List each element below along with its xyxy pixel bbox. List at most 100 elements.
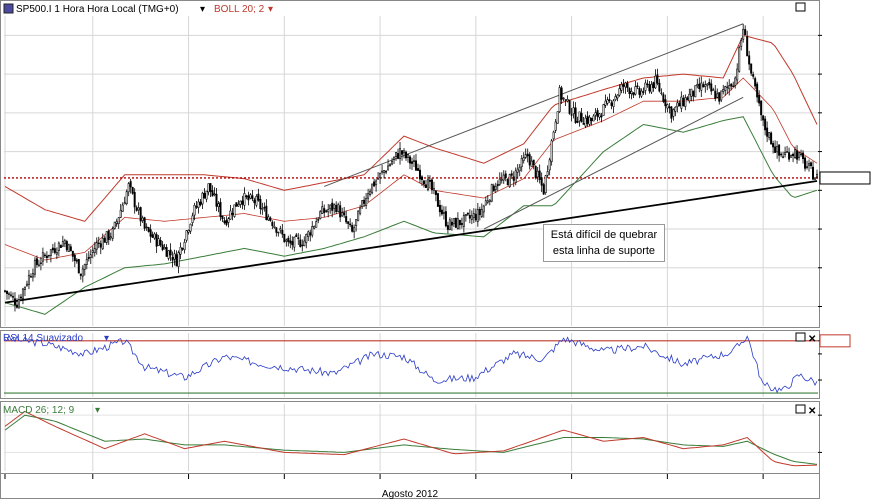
- candle-body: [31, 273, 34, 278]
- candle-body: [808, 163, 811, 166]
- candle-body: [542, 184, 545, 195]
- candle-body: [770, 132, 773, 145]
- candle-body: [660, 92, 663, 94]
- candle-body: [528, 154, 531, 166]
- candle-body: [630, 91, 633, 94]
- candle-body: [814, 177, 817, 180]
- candle-body: [438, 204, 441, 213]
- symbol-dropdown-icon[interactable]: ▾: [200, 4, 205, 15]
- candle-body: [333, 204, 336, 209]
- candle-body: [111, 228, 114, 239]
- candle-body: [546, 171, 549, 176]
- macd-panel-close-icon[interactable]: ✕: [808, 406, 816, 417]
- candle-body: [121, 204, 124, 212]
- rsi-label[interactable]: RSI 14 Suavizado: [3, 333, 83, 344]
- candle-body: [41, 252, 44, 262]
- macd-dropdown-icon[interactable]: ▾: [95, 405, 100, 416]
- rsi-level-box: [819, 334, 851, 348]
- candle-body: [47, 254, 50, 257]
- candle-body: [229, 210, 232, 220]
- candle-body: [341, 212, 344, 217]
- candle-body: [375, 180, 378, 186]
- candle-body: [115, 221, 118, 224]
- candle-body: [514, 170, 517, 183]
- candle-body: [105, 231, 108, 243]
- candle-body: [410, 161, 413, 164]
- candle-body: [187, 230, 190, 233]
- indicators: [4, 334, 818, 467]
- candle-body: [754, 78, 757, 87]
- overlay-dropdown-icon[interactable]: ▾: [268, 4, 273, 15]
- candle-body: [283, 233, 286, 243]
- candle-body: [173, 253, 176, 260]
- overlay-label[interactable]: BOLL 20; 2: [214, 4, 265, 15]
- candle-body: [45, 255, 48, 259]
- candle-body: [696, 84, 699, 87]
- candle-body: [383, 170, 386, 173]
- candle-body: [756, 83, 759, 98]
- rsi-panel-close-icon[interactable]: ✕: [808, 334, 816, 345]
- candle-body: [492, 185, 495, 192]
- symbol-header[interactable]: SP500.I 1 Hora Hora Local (TMG+0): [16, 4, 179, 15]
- candle-body: [758, 94, 761, 104]
- candle-body: [418, 169, 421, 180]
- candle-body: [442, 212, 445, 214]
- candle-body: [620, 84, 623, 91]
- macd-panel-maximize-icon[interactable]: [795, 404, 806, 414]
- candle-body: [133, 191, 136, 208]
- bollinger-upper-line: [4, 34, 818, 222]
- rsi-dropdown-icon[interactable]: ▾: [104, 333, 109, 344]
- candle-body: [558, 87, 561, 112]
- candle-body: [592, 115, 595, 122]
- candle-body: [387, 165, 390, 171]
- candle-body: [409, 156, 411, 164]
- candle-body: [594, 112, 597, 116]
- candle-body: [724, 86, 727, 91]
- candle-body: [700, 82, 703, 91]
- candle-body: [552, 131, 555, 140]
- candle-body: [139, 207, 142, 222]
- macd-signal-line: [4, 414, 818, 465]
- candle-body: [145, 226, 148, 229]
- candle-body: [265, 205, 268, 220]
- candle-body: [688, 93, 691, 102]
- candle-body: [379, 172, 382, 178]
- candle-body: [742, 29, 745, 40]
- candle-body: [654, 75, 657, 89]
- candle-body: [263, 206, 266, 209]
- candle-body: [464, 214, 467, 217]
- candle-body: [750, 63, 753, 74]
- price-panel-maximize-icon[interactable]: [795, 2, 806, 12]
- candle-body: [261, 208, 264, 210]
- candle-body: [177, 252, 180, 267]
- candle-body: [131, 187, 134, 194]
- candle-body: [335, 204, 338, 212]
- candle-body: [197, 201, 200, 208]
- candle-body: [163, 247, 166, 250]
- rsi-panel-maximize-icon[interactable]: [795, 332, 806, 342]
- candle-body: [13, 298, 16, 306]
- candle-body: [636, 85, 639, 87]
- candle-body: [9, 294, 12, 297]
- candle-body: [678, 102, 681, 107]
- candle-body: [149, 229, 152, 237]
- rsi-panel: [0, 330, 820, 399]
- candle-body: [281, 230, 284, 235]
- candle-body: [524, 154, 527, 158]
- candle-body: [476, 209, 479, 222]
- candle-body: [305, 234, 308, 243]
- candle-body: [526, 153, 529, 157]
- candle-body: [255, 196, 258, 206]
- candle-body: [572, 107, 575, 114]
- candle-body: [327, 209, 330, 213]
- candle-body: [287, 237, 290, 243]
- candle-body: [588, 116, 591, 125]
- candle-body: [420, 176, 423, 180]
- candle-body: [239, 200, 242, 205]
- macd-label[interactable]: MACD 26; 12; 9: [3, 405, 75, 416]
- candlesticks: [4, 23, 819, 312]
- candle-body: [403, 150, 406, 154]
- candle-body: [4, 290, 6, 292]
- candle-body: [598, 113, 601, 118]
- candle-body: [596, 110, 599, 117]
